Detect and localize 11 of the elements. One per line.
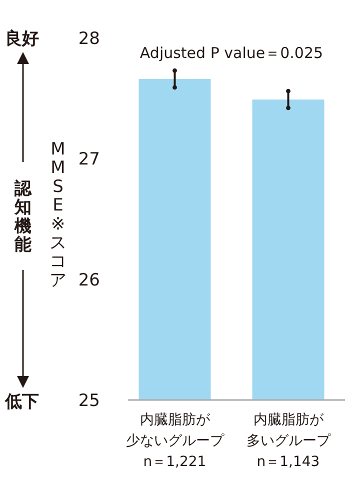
y-tick-label: 26 — [78, 270, 100, 290]
y-tick-label: 27 — [78, 150, 100, 170]
annotation: Adjusted P value＝0.025 — [140, 44, 324, 62]
y-tick-label: 25 — [78, 391, 100, 411]
y-tick-label: 28 — [78, 29, 100, 49]
text: 低下 — [4, 392, 39, 412]
text: 良好 — [5, 29, 39, 49]
text: 認知機能 — [14, 178, 32, 255]
x-tick-label: 内臓脂肪が少ないグループ n＝1,221 — [126, 412, 225, 470]
y-axis-title: MMSE※スコア — [50, 140, 66, 290]
x-tick-label: 内臓脂肪が多いグループ n＝1,143 — [246, 412, 332, 470]
